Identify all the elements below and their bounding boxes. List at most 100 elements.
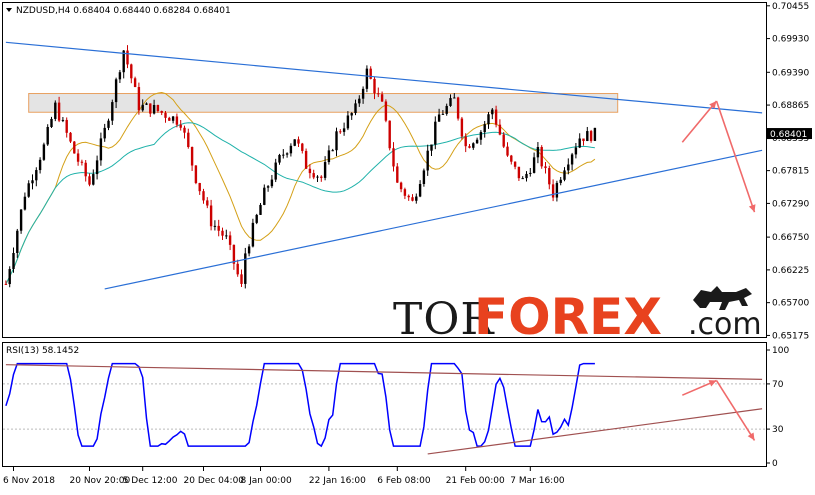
candle-body	[202, 191, 205, 201]
candle-body	[396, 166, 399, 183]
candle-body	[536, 147, 540, 158]
candle-body	[574, 147, 578, 155]
candle-body	[251, 222, 255, 247]
candle-body	[578, 138, 581, 148]
candle-body	[126, 50, 129, 65]
candle-body	[297, 139, 300, 144]
rsi-upper-trendline	[5, 364, 763, 380]
time-tick-label: 20 Nov 20:00	[70, 476, 131, 486]
candle-body	[494, 109, 498, 125]
candle-body	[149, 103, 152, 114]
time-tick-label: 5 Dec 12:00	[123, 476, 178, 486]
caret-down-icon	[6, 8, 12, 12]
candle-body	[217, 225, 220, 231]
candle-body	[437, 114, 441, 122]
candle-body	[468, 146, 471, 148]
candle-body	[377, 93, 380, 95]
candle-body	[327, 150, 331, 163]
candle-body	[8, 269, 11, 285]
candle-body	[491, 109, 494, 115]
candle-body	[213, 225, 217, 227]
candle-body	[46, 126, 49, 145]
price-tick-label: 0.69930	[772, 35, 809, 45]
time-tick-label: 8 Jan 00:00	[241, 476, 293, 486]
candle-body	[445, 105, 448, 114]
candle-body	[164, 112, 167, 118]
candle-body	[194, 165, 198, 184]
candle-body	[179, 124, 182, 128]
current-price-text: 0.68401	[770, 130, 807, 140]
candle-body	[301, 143, 304, 151]
candle-body	[464, 136, 467, 147]
candle-body	[502, 134, 505, 147]
rsi-panel	[2, 342, 767, 467]
ma-slow-line	[5, 122, 595, 285]
candle-body	[555, 182, 559, 198]
candle-body	[209, 205, 213, 227]
price-panel	[2, 2, 767, 338]
candle-body	[323, 162, 327, 178]
candle-body	[282, 154, 285, 156]
candle-body	[487, 114, 490, 125]
candle-body	[403, 189, 407, 196]
arrowhead-icon	[747, 432, 755, 441]
candle-body	[415, 196, 418, 201]
candle-body	[69, 132, 72, 142]
candle-body	[365, 68, 369, 89]
candle-body	[320, 176, 323, 178]
candle-body	[84, 162, 87, 177]
candle-body	[31, 180, 34, 184]
price-tick-label: 0.66750	[772, 233, 809, 243]
candle-body	[278, 154, 281, 163]
upper-trendline	[5, 41, 763, 114]
candle-body	[206, 200, 209, 206]
time-tick-label: 7 Mar 16:00	[510, 476, 565, 486]
candle-body	[118, 72, 122, 80]
candle-body	[479, 132, 483, 140]
candle-body	[274, 162, 277, 180]
candle-body	[483, 124, 486, 133]
candle-body	[190, 147, 194, 166]
candle-body	[114, 79, 118, 103]
candle-body	[198, 183, 201, 192]
candle-body	[361, 88, 365, 99]
candle-body	[160, 110, 163, 113]
logo-com: .com	[688, 307, 762, 342]
candle-body	[54, 102, 57, 119]
rsi-tick-label: 0	[772, 459, 778, 469]
candle-body	[517, 166, 521, 179]
candle-body	[456, 97, 460, 119]
candle-body	[175, 116, 179, 125]
candle-body	[12, 252, 15, 270]
candle-body	[308, 168, 312, 174]
candle-body	[312, 173, 315, 178]
time-tick-label: 20 Dec 04:00	[184, 476, 245, 486]
candle-body	[225, 235, 228, 237]
candle-body	[130, 64, 133, 79]
candle-body	[354, 103, 357, 114]
candle-body	[92, 174, 95, 185]
candle-body	[331, 150, 334, 152]
candle-body	[236, 263, 239, 275]
candle-body	[95, 160, 99, 175]
rsi-forecast-arrow	[715, 380, 756, 441]
candle-body	[339, 131, 342, 133]
candle-body	[418, 184, 422, 197]
candle-body	[107, 120, 110, 128]
rsi-tick-label: 70	[772, 380, 784, 390]
candle-body	[240, 274, 243, 284]
candle-body	[316, 176, 319, 178]
candle-body	[373, 78, 376, 94]
candle-body	[380, 94, 384, 102]
candle-body	[548, 168, 551, 185]
candle-body	[152, 105, 156, 114]
candle-body	[449, 98, 452, 106]
candle-body	[434, 121, 437, 145]
price-tick-label: 0.68335	[772, 134, 809, 144]
candle-body	[133, 78, 137, 88]
candle-body	[285, 153, 289, 155]
candle-body	[593, 127, 597, 141]
candle-body	[570, 154, 574, 165]
arrowhead-icon	[748, 204, 756, 213]
